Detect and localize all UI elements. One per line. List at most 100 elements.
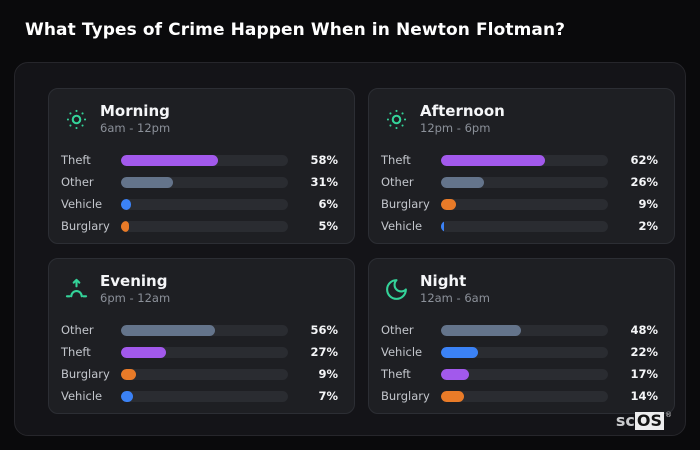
card-title: Afternoon xyxy=(420,102,505,120)
card-header-text: Evening 6pm - 12am xyxy=(100,273,170,305)
crime-label: Other xyxy=(61,175,94,189)
bar-fill xyxy=(441,220,445,232)
bar-rows: Other 48% Vehicle 22% Theft 17% Burglary… xyxy=(381,319,658,407)
crime-percent: 7% xyxy=(318,389,338,403)
bar-fill xyxy=(121,220,130,232)
crime-percent: 6% xyxy=(318,197,338,211)
card-header: Morning 6am - 12pm xyxy=(61,103,338,135)
dashboard-panel: Morning 6am - 12pm Theft 58% Other 31% V… xyxy=(14,62,686,436)
crime-percent: 2% xyxy=(638,219,658,233)
crime-percent: 31% xyxy=(310,175,338,189)
watermark-logo: sc OS ® xyxy=(616,412,672,430)
bar-fill xyxy=(121,324,215,336)
bar-track xyxy=(441,154,608,166)
crime-label: Vehicle xyxy=(61,389,103,403)
bar-fill xyxy=(121,390,133,402)
crime-label: Burglary xyxy=(381,197,430,211)
watermark-prefix: sc xyxy=(615,411,635,430)
card-title: Night xyxy=(420,272,467,290)
crime-percent: 27% xyxy=(310,345,338,359)
bar-track xyxy=(121,324,288,336)
bar-fill xyxy=(121,346,167,358)
bar-track xyxy=(121,368,288,380)
time-period-card: Afternoon 12pm - 6pm Theft 62% Other 26%… xyxy=(368,88,675,244)
crime-bar-row: Burglary 5% xyxy=(61,215,338,237)
bar-fill xyxy=(441,390,465,402)
card-header-text: Night 12am - 6am xyxy=(420,273,490,305)
card-subtitle: 12pm - 6pm xyxy=(420,121,491,135)
time-period-card: Morning 6am - 12pm Theft 58% Other 31% V… xyxy=(48,88,355,244)
registered-trademark-icon: ® xyxy=(665,411,672,419)
crime-percent: 5% xyxy=(318,219,338,233)
crime-percent: 26% xyxy=(630,175,658,189)
card-subtitle: 6pm - 12am xyxy=(100,291,171,305)
crime-percent: 14% xyxy=(630,389,658,403)
bar-track xyxy=(441,390,608,402)
crime-bar-row: Vehicle 6% xyxy=(61,193,338,215)
bar-track xyxy=(441,368,608,380)
crime-bar-row: Other 26% xyxy=(381,171,658,193)
crime-bar-row: Other 56% xyxy=(61,319,338,341)
card-header-text: Morning 6am - 12pm xyxy=(100,103,170,135)
sun-icon xyxy=(64,107,89,132)
bar-fill xyxy=(441,154,545,166)
bar-track xyxy=(441,176,608,188)
bar-fill xyxy=(441,324,522,336)
crime-bar-row: Burglary 14% xyxy=(381,385,658,407)
crime-bar-row: Vehicle 22% xyxy=(381,341,658,363)
moon-icon xyxy=(384,277,409,302)
crime-bar-row: Theft 58% xyxy=(61,149,338,171)
crime-percent: 48% xyxy=(630,323,658,337)
bar-fill xyxy=(441,198,457,210)
crime-percent: 62% xyxy=(630,153,658,167)
card-header: Night 12am - 6am xyxy=(381,273,658,305)
bar-fill xyxy=(121,198,132,210)
card-header-text: Afternoon 12pm - 6pm xyxy=(420,103,505,135)
crime-label: Theft xyxy=(381,367,411,381)
bar-track xyxy=(121,198,288,210)
bar-rows: Theft 58% Other 31% Vehicle 6% Burglary … xyxy=(61,149,338,237)
bar-fill xyxy=(121,154,218,166)
cards-grid: Morning 6am - 12pm Theft 58% Other 31% V… xyxy=(15,63,685,435)
bar-track xyxy=(441,198,608,210)
sun-icon xyxy=(384,107,409,132)
crime-label: Other xyxy=(61,323,94,337)
crime-bar-row: Vehicle 7% xyxy=(61,385,338,407)
bar-track xyxy=(121,154,288,166)
crime-bar-row: Burglary 9% xyxy=(381,193,658,215)
bar-track xyxy=(121,346,288,358)
bar-fill xyxy=(441,346,478,358)
crime-bar-row: Theft 17% xyxy=(381,363,658,385)
crime-label: Other xyxy=(381,323,414,337)
crime-label: Vehicle xyxy=(381,219,423,233)
crime-percent: 9% xyxy=(318,367,338,381)
crime-percent: 17% xyxy=(630,367,658,381)
card-title: Morning xyxy=(100,102,170,120)
bar-fill xyxy=(441,176,485,188)
crime-label: Theft xyxy=(61,345,91,359)
bar-fill xyxy=(121,176,173,188)
bar-track xyxy=(121,220,288,232)
card-subtitle: 12am - 6am xyxy=(420,291,490,305)
card-header: Afternoon 12pm - 6pm xyxy=(381,103,658,135)
crime-bar-row: Burglary 9% xyxy=(61,363,338,385)
crime-label: Vehicle xyxy=(61,197,103,211)
crime-label: Vehicle xyxy=(381,345,423,359)
bar-track xyxy=(121,176,288,188)
bar-rows: Theft 62% Other 26% Burglary 9% Vehicle … xyxy=(381,149,658,237)
bar-track xyxy=(121,390,288,402)
crime-label: Burglary xyxy=(61,219,110,233)
bar-rows: Other 56% Theft 27% Burglary 9% Vehicle … xyxy=(61,319,338,407)
watermark-brand: OS xyxy=(634,411,664,430)
crime-bar-row: Other 48% xyxy=(381,319,658,341)
page-title: What Types of Crime Happen When in Newto… xyxy=(25,20,566,40)
crime-bar-row: Other 31% xyxy=(61,171,338,193)
crime-bar-row: Theft 27% xyxy=(61,341,338,363)
crime-bar-row: Vehicle 2% xyxy=(381,215,658,237)
card-subtitle: 6am - 12pm xyxy=(100,121,171,135)
crime-label: Other xyxy=(381,175,414,189)
crime-label: Theft xyxy=(61,153,91,167)
crime-percent: 56% xyxy=(310,323,338,337)
bar-fill xyxy=(441,368,470,380)
crime-percent: 9% xyxy=(638,197,658,211)
